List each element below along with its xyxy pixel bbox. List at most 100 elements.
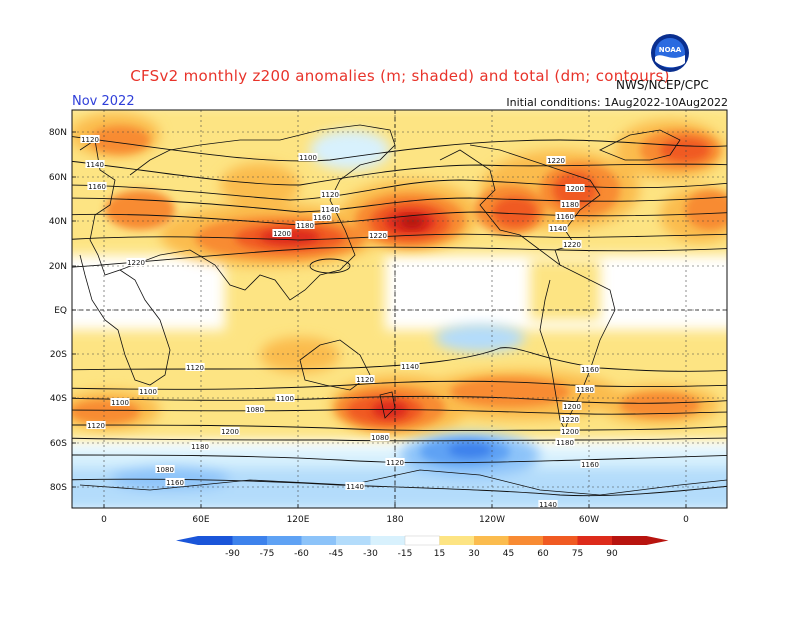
coastlines (79, 124, 727, 496)
colorbar-segment (474, 536, 509, 545)
contour-label-bg (555, 212, 575, 220)
contour-label-bg (385, 458, 405, 466)
colorbar-label: -30 (363, 549, 378, 559)
contour-label: 1180 (561, 201, 579, 209)
lat-label: 80S (50, 483, 67, 493)
contour-label-bg (165, 478, 185, 486)
contour-label-bg (546, 156, 566, 164)
contour-label-bg (298, 153, 318, 161)
initial-conditions: Initial conditions: 1Aug2022-10Aug2022 (506, 96, 728, 109)
contour-label-bg (190, 442, 210, 450)
contour-label: 1140 (549, 225, 567, 233)
contour-label-bg (110, 398, 130, 406)
contour-label-bg (555, 438, 575, 446)
contour-label: 1100 (139, 388, 157, 396)
contour-label: 1120 (81, 136, 99, 144)
longitude-labels: 0 60E 120E 180 120W 60W 0 (101, 504, 689, 525)
colorbar-label: -15 (398, 549, 413, 559)
zero-lines (72, 110, 727, 508)
contour-label-bg (560, 427, 580, 435)
colorbar-segment (543, 536, 578, 545)
anomaly-samerica (530, 260, 600, 320)
contour-label: 1160 (313, 214, 331, 222)
lon-label: 0 (101, 515, 107, 525)
contour-label: 1100 (111, 399, 129, 407)
contour-label: 1140 (321, 206, 339, 214)
contour-label-bg (580, 460, 600, 468)
lon-label: 120E (287, 515, 310, 525)
contour-label: 1180 (556, 439, 574, 447)
colorbar-segment (370, 536, 405, 545)
contour-label: 1160 (556, 213, 574, 221)
contour-label: 1200 (273, 230, 291, 238)
lon-label: 0 (683, 515, 689, 525)
colorbar-segment (508, 536, 543, 545)
contour-label: 1100 (276, 395, 294, 403)
contour-label-bg (272, 229, 292, 237)
contour-label-bg (560, 415, 580, 423)
contour-label: 1140 (86, 161, 104, 169)
contour-label: 1120 (321, 191, 339, 199)
colorbar-segment (336, 536, 371, 545)
lon-label: 180 (386, 515, 403, 525)
contour-label-bg (565, 184, 585, 192)
contour-label: 1180 (576, 386, 594, 394)
colorbar-label: 90 (606, 549, 618, 559)
lat-label: 60N (49, 173, 67, 183)
colorbar-label: 45 (503, 549, 514, 559)
lon-label: 60E (192, 515, 209, 525)
colorbar-segment (404, 535, 440, 546)
contour-label-bg (312, 213, 332, 221)
contour-label: 1220 (563, 241, 581, 249)
forecast-month: Nov 2022 (72, 94, 135, 109)
colorbar-segment (301, 536, 336, 545)
contour-label: 1120 (386, 459, 404, 467)
contour-label: 1140 (346, 483, 364, 491)
contour-label-bg (86, 421, 106, 429)
contour-label-bg (548, 224, 568, 232)
contour-label-bg (87, 182, 107, 190)
colorbar: -90 -75 -60 -45 -30 -15 15 30 45 60 75 90 (176, 535, 669, 559)
colorbar-label: 75 (572, 549, 583, 559)
colorbar-label: 15 (434, 549, 445, 559)
contour-label-bg (126, 258, 146, 266)
contour-label: 1160 (581, 366, 599, 374)
colorbar-label: -60 (294, 549, 309, 559)
contour-label: 1220 (561, 416, 579, 424)
contour-label-bg (85, 160, 105, 168)
lon-label: 120W (479, 515, 505, 525)
contour-label: 1220 (369, 232, 387, 240)
contour-label-bg (562, 240, 582, 248)
total-contours (72, 136, 727, 497)
contour-label: 1120 (186, 364, 204, 372)
colorbar-arrow-right (646, 536, 669, 545)
noaa-logo-icon: NOAA (651, 34, 689, 72)
agency-label: NWS/NCEP/CPC (616, 78, 709, 92)
noaa-logo-text: NOAA (659, 46, 682, 54)
latitude-labels: 80N 60N 40N 20N EQ 20S 40S 60S 80S (49, 128, 76, 493)
contour-label-bg (400, 362, 420, 370)
contour-label-bg (370, 433, 390, 441)
colorbar-segment (232, 536, 267, 545)
contour-label: 1140 (539, 501, 557, 509)
colorbar-label: 60 (537, 549, 549, 559)
contour-label-bg (538, 500, 558, 508)
lat-label: 20S (50, 350, 67, 360)
lon-label: 60W (579, 515, 599, 525)
colorbar-label: -45 (329, 549, 344, 559)
contour-label: 1120 (356, 376, 374, 384)
contour-label-bg (155, 465, 175, 473)
contour-label-bg (80, 135, 100, 143)
map-frame (71, 109, 728, 509)
contour-label-bg (245, 405, 265, 413)
colorbar-segment (198, 536, 233, 545)
contour-label: 1160 (88, 183, 106, 191)
contour-label-bg (185, 363, 205, 371)
colorbar-label: 30 (468, 549, 480, 559)
colorbar-segment (267, 536, 302, 545)
colorbar-segment (612, 536, 647, 545)
lat-label: 40S (50, 394, 67, 404)
